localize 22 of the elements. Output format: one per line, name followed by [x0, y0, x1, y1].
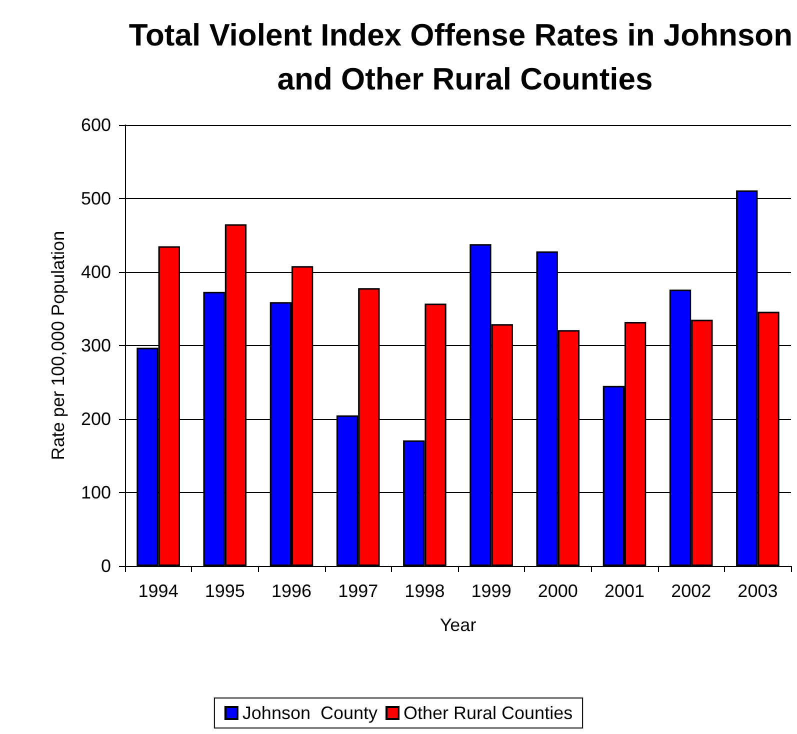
y-tick-label: 400 [80, 262, 111, 282]
legend-label: Other Rural Counties [404, 703, 573, 723]
x-tick-label: 1994 [138, 581, 178, 601]
y-tick-label: 600 [80, 115, 111, 135]
y-tick-label: 0 [100, 556, 111, 576]
x-tick-label: 1996 [271, 581, 312, 601]
x-tick-label: 2003 [738, 581, 778, 601]
x-tick-label: 1999 [471, 581, 512, 601]
x-tick-label: 2000 [538, 581, 578, 601]
x-tick-label: 1995 [204, 581, 245, 601]
x-axis-title: Year [440, 615, 476, 635]
x-tick-label: 1997 [338, 581, 378, 601]
x-tick-label: 2001 [604, 581, 645, 601]
y-tick-label: 300 [80, 336, 111, 356]
x-tick-label: 2002 [671, 581, 712, 601]
legend-label: Johnson County [242, 703, 378, 723]
y-axis-title: Rate per 100,000 Population [48, 230, 68, 460]
y-tick-label: 200 [80, 409, 111, 429]
y-tick-label: 500 [80, 188, 111, 208]
y-tick-label: 100 [80, 482, 111, 502]
x-tick-label: 1998 [404, 581, 445, 601]
chart-title: Total Violent Index Offense Rates in Johnson and Other Rural Counties [128, 18, 797, 96]
